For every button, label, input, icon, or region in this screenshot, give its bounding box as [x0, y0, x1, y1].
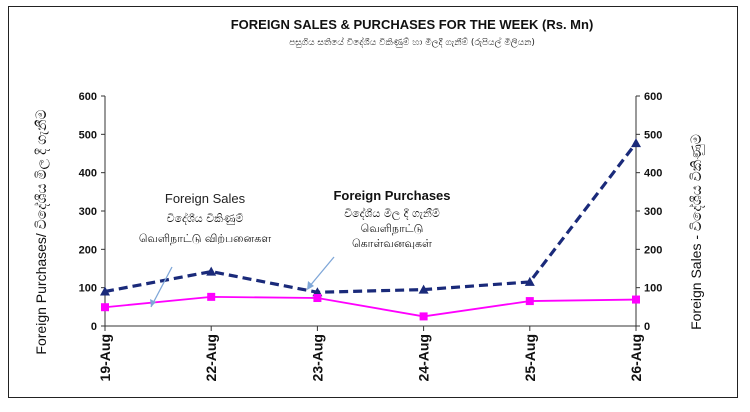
annotation-sales-en: Foreign Sales: [165, 191, 246, 206]
y-tick-label-left: 400: [79, 168, 97, 180]
series-foreign-sales: [101, 292, 640, 321]
series-line: [104, 142, 638, 294]
chart-svg: FOREIGN SALES & PURCHASES FOR THE WEEK (…: [33, 17, 705, 381]
y-tick-label-right: 100: [644, 283, 662, 295]
chart-title: FOREIGN SALES & PURCHASES FOR THE WEEK (…: [231, 17, 594, 32]
x-tick-label: 23-Aug: [309, 334, 325, 381]
data-point: [418, 284, 429, 294]
annotation-foreign-purchases: Foreign Purchases විදේශීය මිල දී ගැනීම් …: [307, 188, 451, 290]
y-tick-label-left: 200: [79, 244, 97, 256]
y-tick-label-right: 200: [644, 244, 662, 256]
data-point: [632, 295, 640, 304]
x-tick-label: 24-Aug: [416, 334, 432, 381]
data-point: [206, 266, 217, 276]
y-axis-left-label: Foreign Purchases/ විදේශීය මිල දී ගැනීම: [33, 109, 50, 354]
chart-subtitle: පසුගිය සතියේ විදේශීය විකිණුම් හා මිලදී ග…: [289, 37, 535, 48]
y-tick-label-left: 100: [79, 283, 97, 295]
annotation-purchases-arrow: [308, 256, 335, 288]
annotation-purchases-en: Foreign Purchases: [333, 188, 450, 203]
y-tick-label-left: 600: [79, 91, 97, 103]
annotation-foreign-sales: Foreign Sales විදේශීය විකිණුම් வெளிநாட்ட…: [139, 191, 271, 308]
annotation-purchases-ta-2: கொள்வனவுகள்: [352, 237, 432, 250]
data-point: [101, 303, 109, 312]
annotation-purchases-si: විදේශීය මිල දී ගැනීම්: [344, 206, 440, 221]
data-point: [419, 312, 428, 321]
x-tick-label: 22-Aug: [203, 334, 219, 381]
y-tick-label-right: 0: [644, 321, 650, 333]
x-tick-label: 26-Aug: [628, 334, 644, 381]
annotation-sales-arrow: [150, 266, 173, 308]
data-point: [525, 297, 534, 306]
annotation-sales-ta: வெளிநாட்டு விற்பனைகள: [139, 232, 271, 245]
data-point: [524, 276, 535, 286]
y-tick-label-left: 0: [91, 321, 97, 333]
data-point: [631, 138, 641, 148]
data-point: [207, 292, 216, 301]
data-point: [313, 294, 322, 303]
y-tick-label-right: 600: [644, 91, 662, 103]
annotation-purchases-arrowhead: [307, 281, 314, 290]
y-tick-label-right: 500: [644, 129, 662, 141]
x-tick-label: 19-Aug: [97, 334, 113, 381]
annotation-sales-arrowhead: [150, 299, 156, 307]
y-axis-right-label: Foreign Sales - විදේශීය විකිණුම: [688, 134, 705, 330]
x-tick-label: 25-Aug: [522, 334, 538, 381]
data-point: [100, 286, 110, 296]
chart-frame: FOREIGN SALES & PURCHASES FOR THE WEEK (…: [8, 6, 738, 398]
y-tick-label-right: 300: [644, 206, 662, 218]
annotation-sales-si: විදේශීය විකිණුම්: [167, 211, 244, 225]
y-tick-label-left: 300: [79, 206, 97, 218]
y-tick-label-left: 500: [79, 129, 97, 141]
y-tick-label-right: 400: [644, 168, 662, 180]
series-line: [104, 295, 637, 318]
annotation-purchases-ta-1: வெளிநாட்டு: [361, 222, 424, 235]
